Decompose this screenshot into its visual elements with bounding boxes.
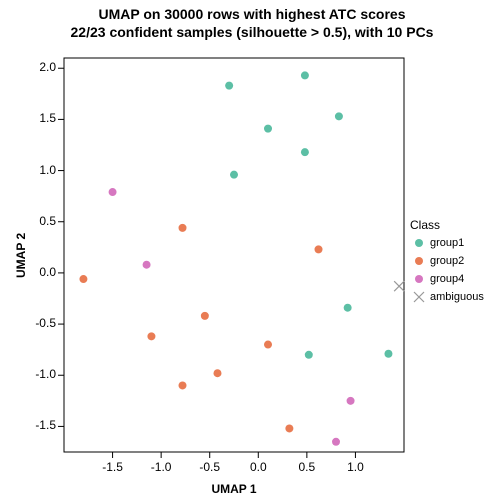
legend-swatch-icon: [410, 254, 428, 268]
x-tick-label: -1.0: [143, 460, 179, 474]
legend-item-label: group4: [430, 273, 464, 285]
legend-item: ambiguous: [410, 290, 484, 304]
x-tick-label: -1.5: [95, 460, 131, 474]
y-tick-label: -1.0: [35, 367, 56, 381]
x-tick-label: -0.5: [192, 460, 228, 474]
x-tick-label: 1.0: [337, 460, 373, 474]
legend-swatch-icon: [410, 236, 428, 250]
x-tick-label: 0.5: [289, 460, 325, 474]
legend-item: group2: [410, 254, 464, 268]
y-tick-label: 0.5: [39, 214, 56, 228]
legend-swatch-icon: [410, 272, 428, 286]
y-tick-label: 0.0: [39, 265, 56, 279]
y-tick-label: 1.5: [39, 111, 56, 125]
legend-title: Class: [410, 218, 440, 232]
y-tick-label: -0.5: [35, 316, 56, 330]
legend-item-label: group2: [430, 255, 464, 267]
plot-area: [0, 0, 504, 504]
legend-item: group1: [410, 236, 464, 250]
y-tick-label: -1.5: [35, 418, 56, 432]
legend-item: group4: [410, 272, 464, 286]
y-tick-label: 1.0: [39, 163, 56, 177]
legend-item-label: group1: [430, 237, 464, 249]
x-tick-label: 0.0: [240, 460, 276, 474]
legend-item-label: ambiguous: [430, 291, 484, 303]
chart-container: { "chart": { "type": "scatter", "title_l…: [0, 0, 504, 504]
legend-swatch-icon: [410, 290, 428, 304]
y-tick-label: 2.0: [39, 60, 56, 74]
